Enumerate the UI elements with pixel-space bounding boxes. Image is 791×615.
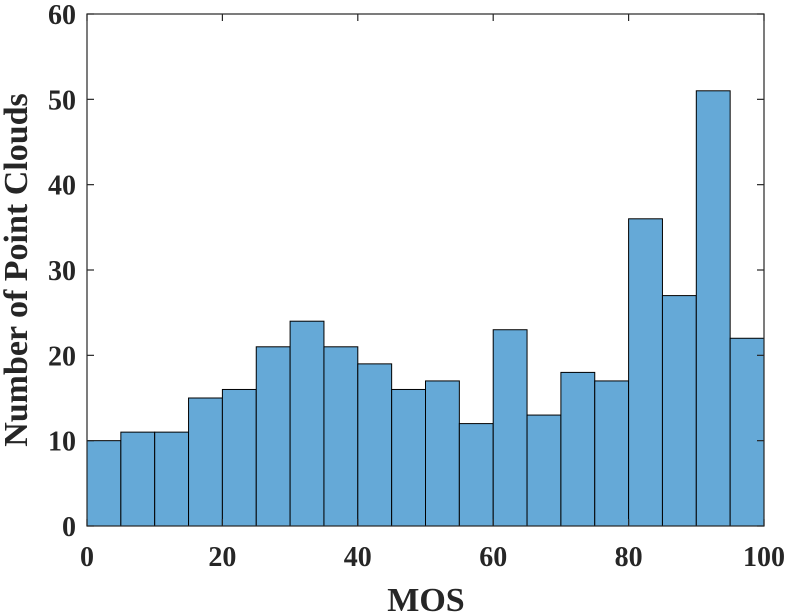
- y-tick-label-3: 30: [48, 256, 76, 287]
- histogram-bar-8: [357, 363, 393, 527]
- x-tick-label-4: 80: [615, 542, 643, 573]
- histogram-bar-2: [154, 431, 190, 527]
- y-tick-label-6: 60: [48, 0, 76, 31]
- y-tick-label-5: 50: [48, 85, 76, 116]
- histogram-bar-17: [661, 295, 697, 527]
- x-tick-label-5: 100: [743, 542, 785, 573]
- histogram-bar-7: [323, 346, 359, 527]
- y-tick-label-0: 0: [62, 512, 76, 543]
- y-tick-label-4: 40: [48, 171, 76, 202]
- histogram-bar-9: [391, 388, 426, 527]
- histogram-bar-15: [594, 380, 630, 527]
- histogram-bar-3: [188, 397, 223, 527]
- histogram-bar-18: [695, 90, 731, 527]
- x-axis-label: MOS: [387, 582, 464, 615]
- histogram-bar-4: [221, 388, 257, 527]
- histogram-bar-0: [86, 440, 122, 527]
- x-tick-label-1: 20: [208, 542, 236, 573]
- x-tick-label-2: 40: [344, 542, 372, 573]
- histogram-bar-11: [458, 423, 494, 527]
- histogram-bar-1: [120, 431, 156, 527]
- x-tick-label-0: 0: [80, 542, 94, 573]
- histogram-bar-14: [560, 371, 596, 527]
- histogram-bar-16: [628, 218, 663, 527]
- histogram-bar-5: [255, 346, 291, 527]
- histogram-bar-12: [492, 329, 528, 527]
- y-axis-label: Number of Point Clouds: [0, 93, 35, 447]
- histogram-bar-10: [425, 380, 460, 527]
- histogram-bar-19: [729, 337, 765, 527]
- y-tick-label-1: 10: [48, 427, 76, 458]
- bars-layer: [86, 90, 765, 527]
- y-tick-label-2: 20: [48, 341, 76, 372]
- histogram-bar-13: [526, 414, 562, 527]
- x-tick-label-3: 60: [479, 542, 507, 573]
- ticks-layer: 0 20 40 60 80 100 0 10 20 30 40 50 60: [48, 0, 785, 573]
- histogram-bar-6: [289, 320, 325, 527]
